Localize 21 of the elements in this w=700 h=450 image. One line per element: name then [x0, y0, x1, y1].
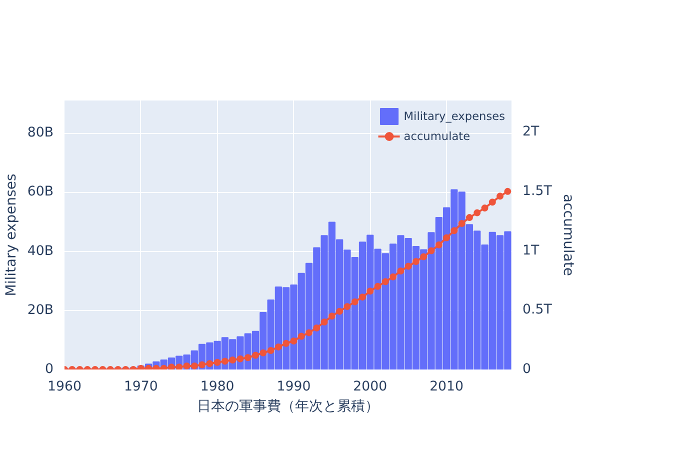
- y-tick-label: 0: [45, 362, 54, 377]
- x-tick-label: 2010: [430, 380, 464, 394]
- y2-axis-title: accumulate: [560, 194, 576, 276]
- y-axis-title: Military expenses: [3, 174, 20, 296]
- x-tick-label: 1960: [48, 380, 82, 394]
- x-tick-label: 1980: [200, 380, 234, 394]
- y2-tick-label: 1T: [522, 243, 540, 258]
- y-tick-label: 20B: [27, 302, 54, 318]
- x-tick-label: 1970: [124, 380, 158, 394]
- y2-tick-label: 1.5T: [522, 184, 553, 199]
- x-tick-label: 1990: [276, 380, 311, 394]
- y2-tick-label: 0: [522, 362, 531, 377]
- legend-label: Military_expenses: [404, 109, 505, 123]
- legend-label: accumulate: [404, 129, 470, 143]
- y2-tick-label: 2T: [522, 124, 540, 140]
- x-axis-title: 日本の軍事費（年次と累積）: [197, 398, 379, 414]
- y2-tick-label: 0.5T: [522, 302, 553, 318]
- y-tick-label: 40B: [27, 244, 54, 259]
- x-tick-label: 2000: [353, 380, 388, 394]
- y-tick-label: 80B: [27, 126, 54, 141]
- y-tick-label: 60B: [27, 184, 54, 200]
